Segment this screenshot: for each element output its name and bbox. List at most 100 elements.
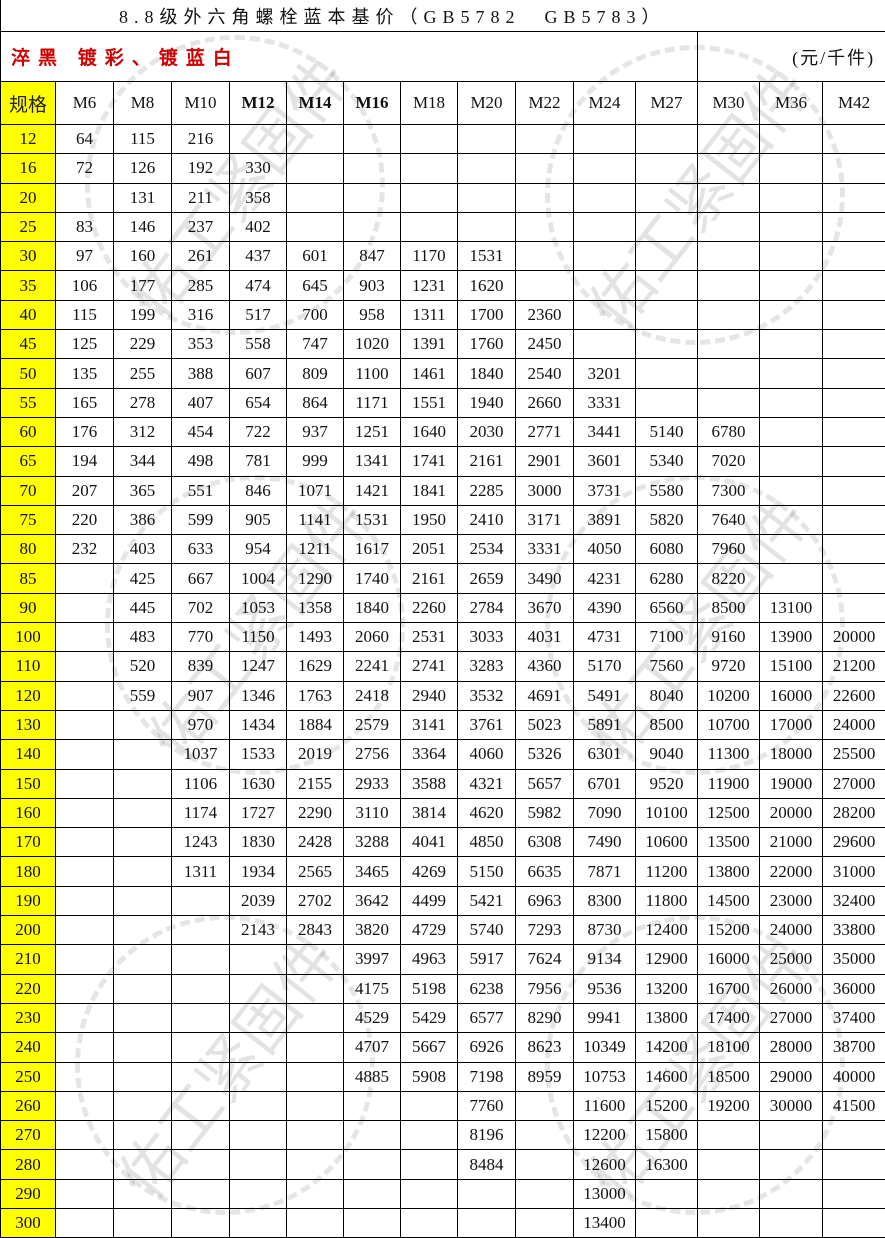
data-row: 250 4885 5908 7198 8959 10753 14600 18500 29000 4…: [0, 1061, 885, 1092]
price-cell: 1106: [171, 768, 230, 799]
price-cell: [697, 1178, 760, 1209]
price-cell: 177: [113, 270, 172, 301]
price-cell: [635, 387, 698, 418]
header-row: 规格 M6 M8 M10 M12 M14 M16 M18 M20 M22 M24 M27 M30 M36 M…: [0, 81, 885, 125]
price-cell: 16000: [697, 944, 760, 975]
price-cell: 1760: [457, 329, 516, 360]
price-cell: [400, 1207, 458, 1238]
price-cell: [821, 153, 885, 184]
price-cell: 11900: [697, 768, 760, 799]
price-cell: [286, 1032, 344, 1063]
price-cell: 4729: [400, 915, 458, 946]
price-cell: [635, 299, 698, 331]
price-cell: 4620: [457, 797, 516, 829]
size-header: M22: [515, 81, 574, 125]
price-cell: 3532: [457, 680, 516, 711]
price-cell: 2843: [286, 915, 344, 946]
price-cell: 278: [113, 387, 172, 418]
price-cell: 12500: [697, 797, 760, 829]
price-cell: [759, 475, 823, 506]
price-cell: 1940: [457, 387, 516, 418]
price-cell: [759, 182, 823, 213]
price-cell: 3331: [515, 534, 574, 565]
price-cell: 30000: [759, 1090, 823, 1122]
price-cell: 14200: [635, 1032, 698, 1063]
size-header: M14: [286, 81, 344, 125]
price-cell: 40000: [821, 1061, 885, 1092]
price-cell: 1150: [229, 622, 287, 653]
length-cell: 25: [0, 211, 56, 243]
price-cell: [229, 1207, 287, 1238]
price-cell: 229: [113, 329, 172, 360]
size-header: M27: [635, 81, 698, 125]
price-cell: 847: [343, 241, 401, 272]
price-cell: [286, 944, 344, 975]
price-cell: 5657: [515, 768, 574, 799]
price-cell: 3588: [400, 768, 458, 799]
price-cell: [229, 1061, 287, 1092]
price-cell: 106: [55, 270, 114, 301]
price-cell: [635, 1207, 698, 1238]
price-cell: [229, 1149, 287, 1180]
price-cell: 29000: [759, 1061, 823, 1092]
price-cell: 24000: [821, 709, 885, 741]
price-cell: 1841: [400, 475, 458, 506]
price-cell: 8500: [635, 709, 698, 741]
price-cell: 907: [171, 680, 230, 711]
data-row: 45 125 229 353 558 747 1020 1391 1760 2450: [0, 329, 885, 360]
length-cell: 110: [0, 651, 56, 682]
price-cell: [400, 182, 458, 213]
price-cell: 5170: [573, 651, 636, 682]
price-cell: 5429: [400, 1002, 458, 1034]
price-cell: 38700: [821, 1032, 885, 1063]
price-cell: [697, 358, 760, 389]
price-cell: 5421: [457, 885, 516, 917]
price-cell: [821, 211, 885, 243]
price-cell: 2155: [286, 768, 344, 799]
length-cell: 80: [0, 534, 56, 565]
price-cell: [343, 153, 401, 184]
price-cell: 747: [286, 329, 344, 360]
price-cell: 6080: [635, 534, 698, 565]
price-cell: 26000: [759, 973, 823, 1004]
price-cell: 8623: [515, 1032, 574, 1063]
price-cell: [286, 1207, 344, 1238]
price-cell: 1493: [286, 622, 344, 653]
price-cell: 255: [113, 358, 172, 389]
price-cell: 12200: [573, 1120, 636, 1151]
price-cell: 2702: [286, 885, 344, 917]
price-cell: 1004: [229, 563, 287, 594]
price-cell: 4731: [573, 622, 636, 653]
price-cell: 13400: [573, 1207, 636, 1238]
price-cell: 25500: [821, 739, 885, 770]
length-cell: 180: [0, 856, 56, 887]
length-cell: 75: [0, 504, 56, 536]
price-cell: 3441: [573, 416, 636, 448]
price-cell: [759, 123, 823, 155]
price-cell: [55, 622, 114, 653]
data-row: 35 106 177 285 474 645 903 1231 1620: [0, 270, 885, 301]
price-cell: [171, 1207, 230, 1238]
data-row: 100 483 770 1150 1493 2060 2531 3033 4031 4731 710…: [0, 622, 885, 653]
price-cell: 781: [229, 446, 287, 477]
price-cell: [515, 270, 574, 301]
price-cell: [113, 1178, 172, 1209]
price-cell: 3283: [457, 651, 516, 682]
size-header: M42: [821, 81, 885, 125]
price-cell: 10100: [635, 797, 698, 829]
data-row: 260 7760 11600 15200 19200 30000 41500: [0, 1090, 885, 1122]
price-cell: 5917: [457, 944, 516, 975]
price-cell: [55, 563, 114, 594]
price-cell: 211: [171, 182, 230, 213]
price-cell: [343, 1178, 401, 1209]
price-cell: 6280: [635, 563, 698, 594]
price-cell: [759, 270, 823, 301]
price-cell: [229, 1178, 287, 1209]
price-cell: [113, 1149, 172, 1180]
price-cell: 1037: [171, 739, 230, 770]
price-cell: 2534: [457, 534, 516, 565]
price-cell: 5908: [400, 1061, 458, 1092]
price-cell: 2741: [400, 651, 458, 682]
price-cell: 7956: [515, 973, 574, 1004]
price-cell: [759, 1207, 823, 1238]
